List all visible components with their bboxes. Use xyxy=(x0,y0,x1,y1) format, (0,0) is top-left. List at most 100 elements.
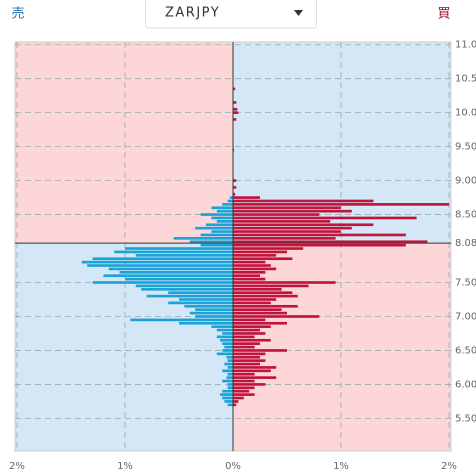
order-bar xyxy=(135,284,233,288)
order-bar xyxy=(108,267,233,271)
order-bar xyxy=(233,315,320,318)
order-bar xyxy=(81,260,233,264)
order-bar xyxy=(233,338,271,342)
order-bar xyxy=(233,226,352,230)
order-bar xyxy=(227,372,233,376)
order-bar xyxy=(233,220,331,223)
order-bar xyxy=(233,328,260,332)
order-bar xyxy=(173,237,233,240)
order-bar xyxy=(233,240,428,244)
order-bar xyxy=(92,257,233,261)
order-bar xyxy=(233,318,266,322)
order-bar xyxy=(222,342,233,345)
order-bar xyxy=(233,111,239,114)
order-bar xyxy=(233,342,260,345)
order-bar xyxy=(233,321,287,325)
order-bar xyxy=(233,362,260,366)
order-bar xyxy=(233,291,293,295)
order-bar xyxy=(233,294,298,298)
order-bar xyxy=(195,226,233,230)
order-bar xyxy=(211,230,233,233)
y-tick-label: 10.50 xyxy=(455,74,476,85)
order-bar xyxy=(220,393,233,396)
order-bar xyxy=(200,243,233,247)
order-bar xyxy=(233,383,266,386)
order-bar xyxy=(233,396,244,400)
order-bar xyxy=(168,301,233,305)
order-bar xyxy=(233,254,277,257)
quadrant-bg xyxy=(15,243,233,451)
order-bar xyxy=(222,379,233,383)
y-tick-label: 9.00 xyxy=(455,176,476,187)
order-bar xyxy=(233,237,336,240)
order-bar xyxy=(233,247,304,250)
x-tick-label: 1% xyxy=(333,461,349,472)
order-bar xyxy=(224,362,233,366)
order-bar xyxy=(233,264,271,267)
order-bar xyxy=(222,396,233,400)
order-bar xyxy=(114,250,233,254)
order-bar xyxy=(179,298,233,301)
order-bar xyxy=(233,277,266,281)
dropdown-arrow xyxy=(294,10,303,16)
y-tick-label: 6.00 xyxy=(455,379,476,390)
order-bar xyxy=(92,281,233,284)
order-bar xyxy=(224,400,233,403)
order-bar xyxy=(179,321,233,325)
order-bar xyxy=(233,298,277,301)
order-bar xyxy=(189,240,233,244)
order-bar xyxy=(233,196,260,199)
order-bar xyxy=(226,376,233,379)
order-bar xyxy=(233,301,271,305)
order-bar xyxy=(146,294,233,298)
y-tick-label: 9.50 xyxy=(455,142,476,153)
order-bar xyxy=(233,304,298,308)
order-bar xyxy=(226,355,233,359)
order-bar xyxy=(233,308,282,312)
order-bar xyxy=(189,311,233,315)
x-tick-label: 2% xyxy=(9,461,25,472)
y-tick-label: 5.50 xyxy=(455,413,476,424)
symbol-dropdown[interactable] xyxy=(145,0,317,29)
order-bar xyxy=(233,118,237,121)
order-bar xyxy=(233,345,255,349)
order-bar xyxy=(222,203,233,206)
order-bar xyxy=(135,254,233,257)
order-bar xyxy=(222,369,233,373)
order-bar xyxy=(222,349,233,352)
order-bar xyxy=(220,338,233,342)
order-bar xyxy=(233,287,282,291)
order-bar xyxy=(233,243,406,247)
order-bar xyxy=(233,267,277,271)
order-bar xyxy=(233,352,266,356)
order-bar xyxy=(227,366,233,369)
order-bar xyxy=(233,148,235,152)
order-bar xyxy=(233,274,260,278)
buy-label: 買 xyxy=(437,7,450,22)
y-tick-label: 7.00 xyxy=(455,311,476,322)
order-bar xyxy=(200,213,233,216)
order-bar xyxy=(125,247,233,250)
order-bar xyxy=(195,308,233,312)
order-bar xyxy=(227,359,233,362)
order-bar xyxy=(233,107,238,111)
y-tick-label: 11.00 xyxy=(455,40,476,51)
order-bar xyxy=(195,315,233,318)
order-bar xyxy=(233,389,250,393)
order-bar xyxy=(233,186,237,189)
order-bar xyxy=(233,349,287,352)
order-bar xyxy=(87,264,233,267)
order-bar xyxy=(227,386,233,390)
order-bar xyxy=(141,287,233,291)
order-bar xyxy=(233,87,236,91)
x-tick-label: 1% xyxy=(117,461,133,472)
order-bar xyxy=(233,379,255,383)
quadrant-bg xyxy=(233,42,451,244)
order-bar xyxy=(233,230,341,233)
order-bar xyxy=(233,270,266,274)
order-bar xyxy=(222,332,233,335)
order-bar xyxy=(233,335,255,339)
order-bar xyxy=(229,196,233,199)
order-bar xyxy=(233,311,287,315)
